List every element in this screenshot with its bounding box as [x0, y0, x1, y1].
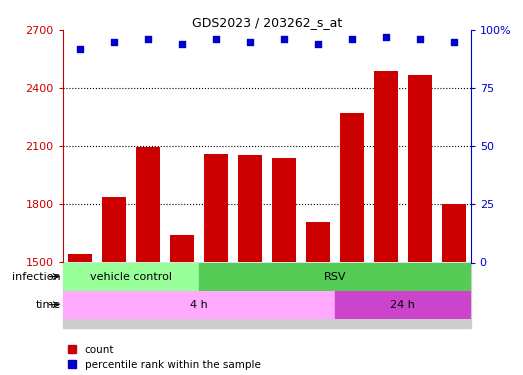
Point [381, 34, 390, 40]
Bar [238, 155, 262, 262]
Text: infection: infection [13, 272, 61, 282]
Point [245, 39, 254, 45]
Point [109, 39, 118, 45]
Title: GDS2023 / 203262_s_at: GDS2023 / 203262_s_at [191, 16, 342, 29]
Bar [408, 75, 431, 262]
Point [415, 36, 424, 42]
Point [75, 46, 84, 52]
Text: 24 h: 24 h [390, 300, 415, 310]
Bar [63, 291, 335, 319]
Bar [199, 262, 471, 291]
Text: RSV: RSV [323, 272, 346, 282]
Bar [170, 236, 194, 262]
Point [143, 36, 152, 42]
Legend: count, percentile rank within the sample: count, percentile rank within the sample [68, 345, 260, 370]
Point [347, 36, 356, 42]
Bar [442, 204, 465, 262]
Bar [102, 196, 126, 262]
Bar [272, 158, 295, 262]
Bar [340, 113, 363, 262]
Point [211, 36, 220, 42]
Text: vehicle control: vehicle control [90, 272, 172, 282]
Bar [306, 222, 329, 262]
Bar [63, 262, 199, 291]
Bar [136, 147, 160, 262]
Bar [63, 262, 471, 328]
Point [313, 41, 322, 47]
Point [279, 36, 288, 42]
Point [177, 41, 186, 47]
Bar [335, 291, 471, 319]
Text: time: time [36, 300, 61, 310]
Text: 4 h: 4 h [190, 300, 208, 310]
Bar [374, 70, 397, 262]
Point [449, 39, 458, 45]
Bar [204, 154, 228, 262]
Bar [68, 254, 92, 262]
